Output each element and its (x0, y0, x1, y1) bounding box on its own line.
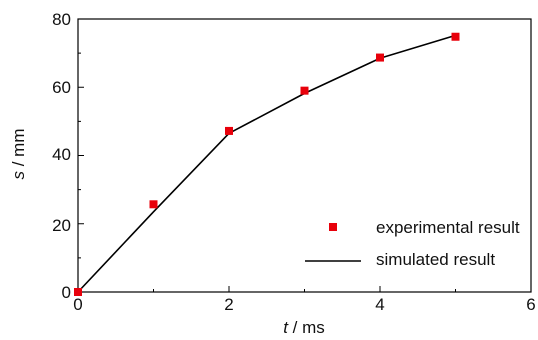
simulated-result-line (77, 34, 456, 293)
experimental-result-point (225, 126, 233, 135)
x-axis-title: t / ms (283, 318, 325, 337)
experimental-result-point (149, 200, 158, 209)
y-tick-label-80: 80 (52, 10, 71, 29)
x-tick-label-0: 0 (73, 295, 82, 314)
y-tick-label-0: 0 (62, 283, 71, 302)
x-axis-variable: t (283, 318, 289, 337)
y-tick-label-60: 60 (52, 78, 71, 97)
x-axis-unit: / ms (288, 318, 325, 337)
y-tick-label-40: 40 (52, 145, 71, 164)
y-axis-title: s / mm (9, 129, 28, 180)
experimental-result-point (74, 288, 82, 296)
legend-marker-experimental (329, 223, 337, 231)
x-axis: 0 2 4 6 (73, 295, 535, 314)
x-tick-label-2: 2 (224, 295, 233, 314)
x-tick-label-6: 6 (526, 295, 535, 314)
y-axis: 0 20 40 60 80 (52, 10, 71, 302)
legend-label-experimental: experimental result (376, 218, 520, 237)
y-axis-variable: s (9, 171, 28, 180)
x-tick-label-4: 4 (375, 295, 384, 314)
legend: experimental result simulated result (305, 218, 520, 269)
experimental-result-point (300, 86, 309, 95)
y-axis-unit: / mm (9, 129, 28, 172)
plot-area (74, 18, 532, 296)
y-tick-label-20: 20 (52, 216, 71, 235)
experimental-result-point (376, 53, 384, 62)
experimental-result-point (451, 32, 460, 41)
legend-label-simulated: simulated result (376, 250, 495, 269)
